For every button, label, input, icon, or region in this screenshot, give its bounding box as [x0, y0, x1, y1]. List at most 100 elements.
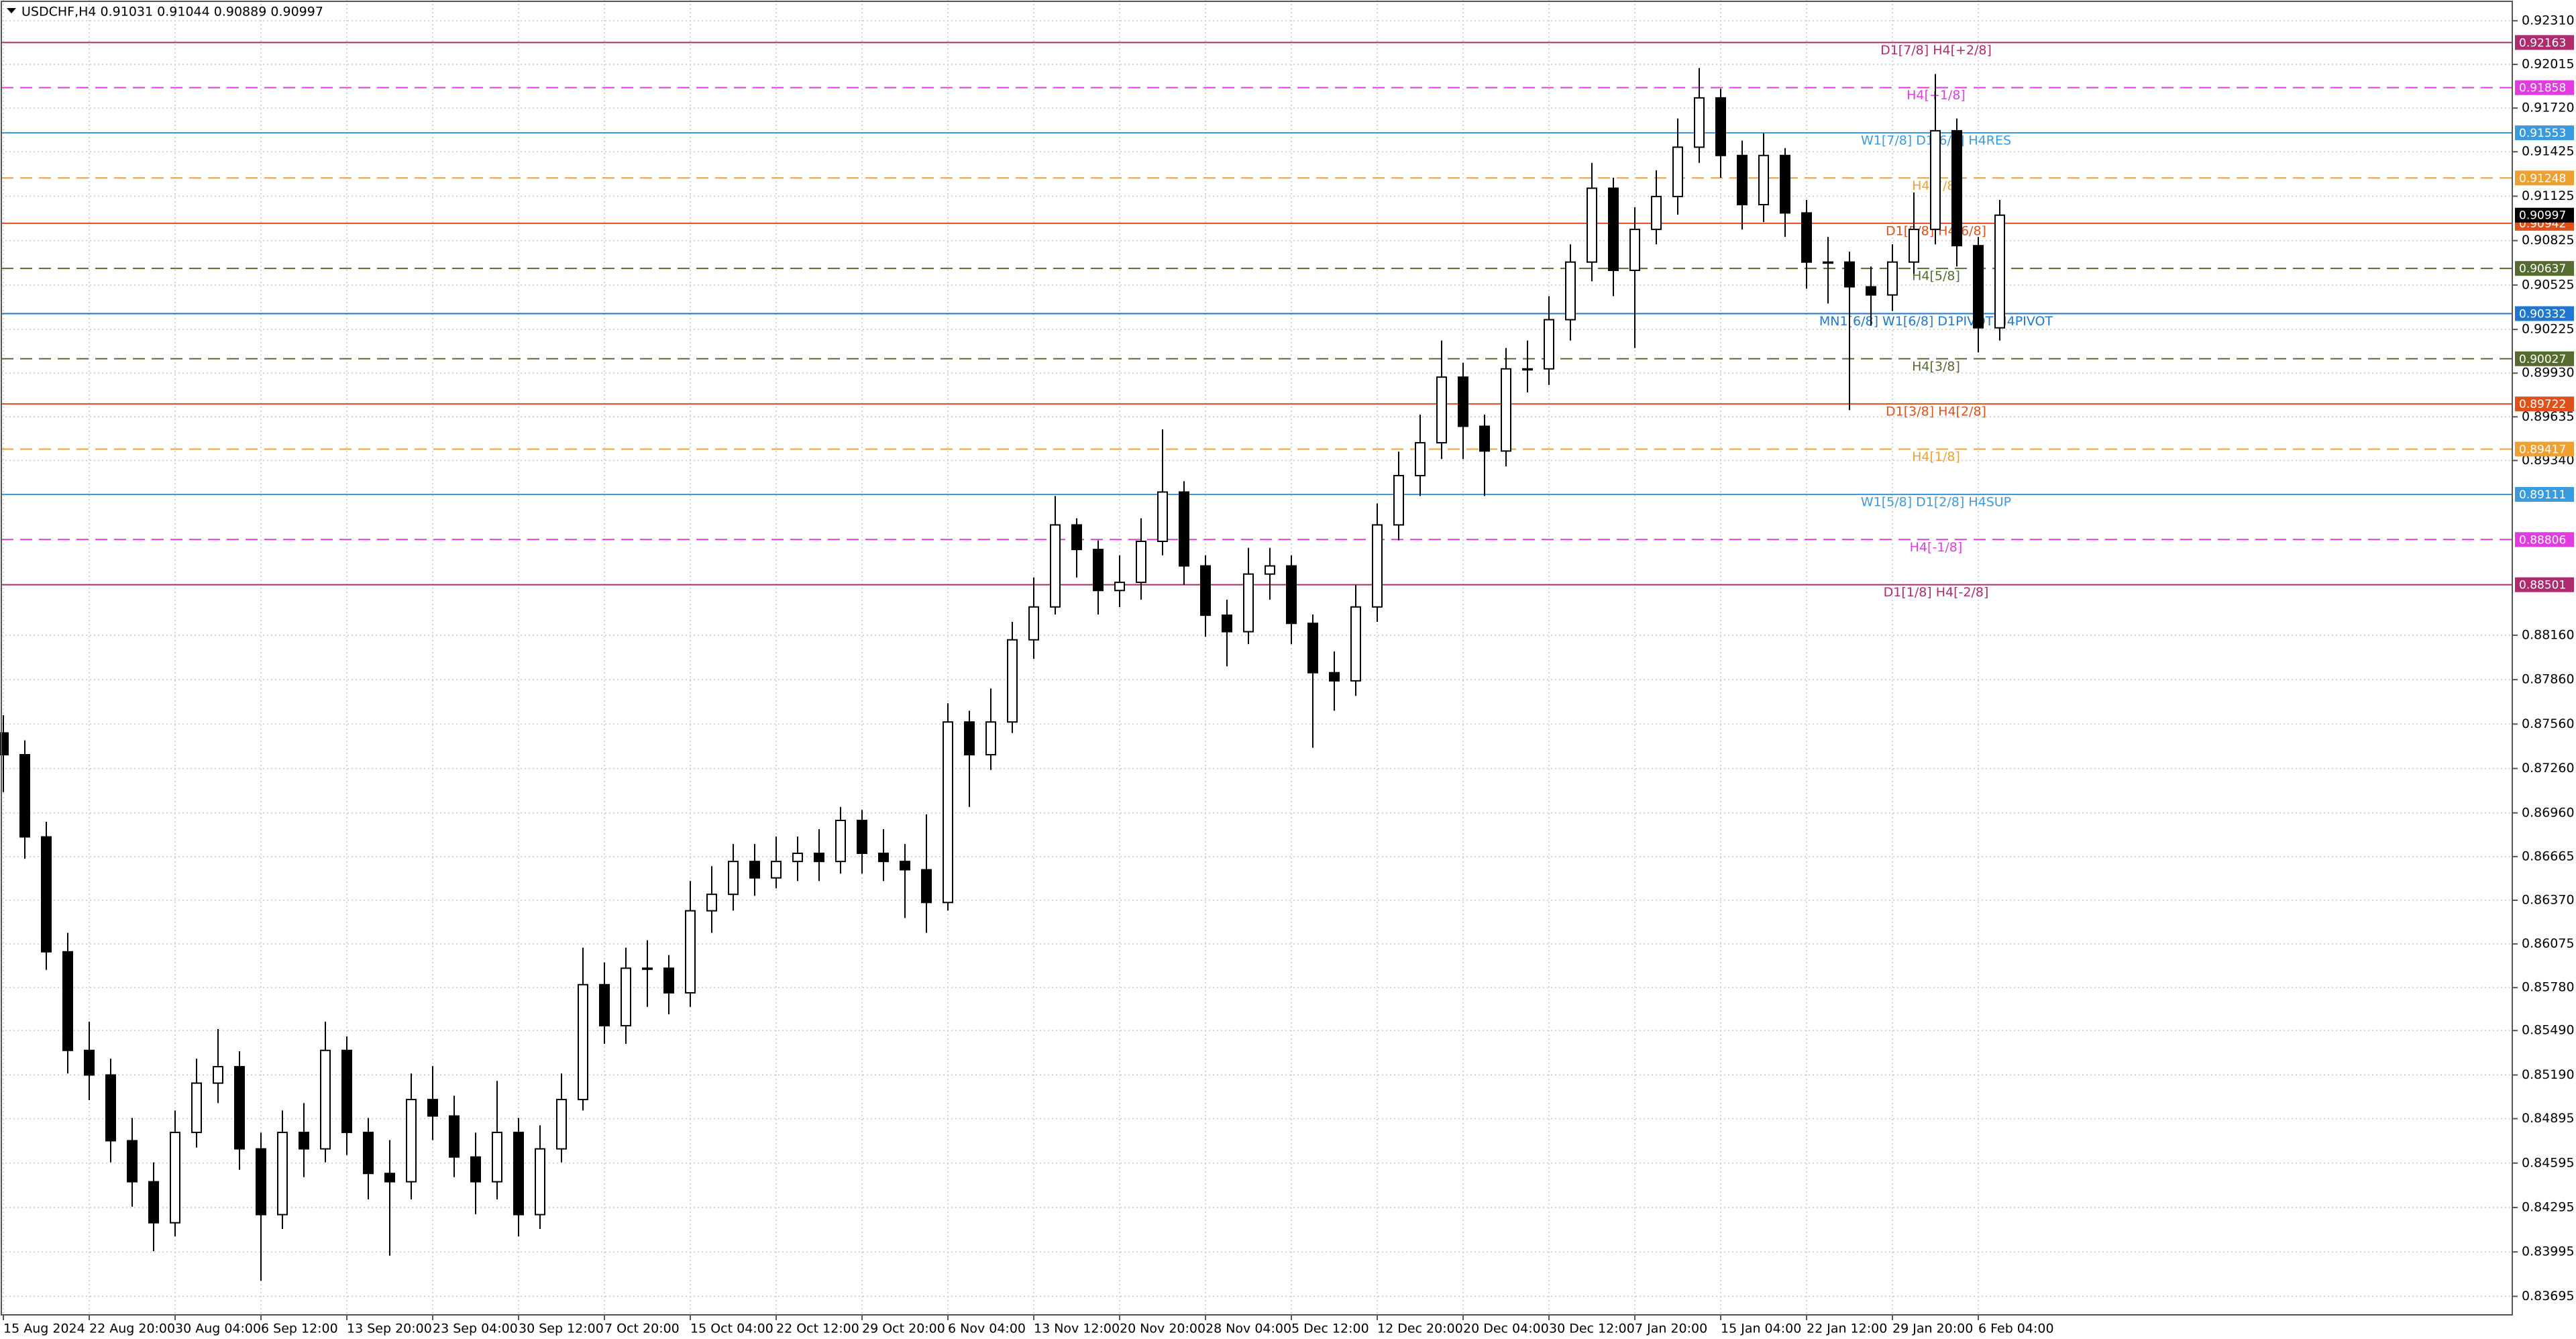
x-tick-label: 6 Sep 12:00 — [261, 1322, 338, 1336]
y-tick-label: 0.86960 — [2522, 805, 2575, 820]
candle-body — [535, 1148, 545, 1216]
x-tick-label: 15 Jan 04:00 — [1721, 1322, 1801, 1336]
candle-body — [363, 1132, 374, 1175]
y-tick-label: 0.83695 — [2522, 1289, 2575, 1303]
y-tick-label: 0.92310 — [2522, 13, 2575, 28]
candle-body — [943, 721, 953, 904]
candle-body — [921, 869, 932, 904]
candle-body — [1093, 549, 1104, 592]
candle-body — [1007, 639, 1018, 723]
candle-body — [1780, 154, 1790, 214]
x-tick-label: 28 Nov 04:00 — [1205, 1322, 1291, 1336]
candle-body — [234, 1066, 245, 1150]
x-tick-label: 7 Jan 20:00 — [1635, 1322, 1707, 1336]
y-tick-label: 0.84595 — [2522, 1155, 2575, 1170]
candle-body — [470, 1156, 481, 1183]
x-tick-label: 29 Jan 20:00 — [1892, 1322, 1973, 1336]
level-label: W1[5/8] D1[2/8] H4SUP — [1861, 494, 2011, 509]
x-tick-label: 5 Dec 12:00 — [1291, 1322, 1369, 1336]
price-box-label: 0.90637 — [2519, 262, 2566, 276]
candle-body — [1415, 441, 1426, 476]
candle-body — [1458, 376, 1468, 427]
price-box — [2515, 80, 2574, 95]
candle-body — [1651, 195, 1662, 230]
candle-body — [878, 853, 889, 863]
candle-body — [1737, 154, 1748, 206]
candle-body — [148, 1181, 159, 1224]
candle-body — [1715, 97, 1726, 156]
candle-body — [320, 1049, 331, 1150]
x-tick-label: 13 Nov 12:00 — [1034, 1322, 1120, 1336]
candle-body — [341, 1049, 352, 1134]
y-tick-label: 0.89635 — [2522, 409, 2575, 424]
y-tick-label: 0.83995 — [2522, 1244, 2575, 1259]
price-box-label: 0.89111 — [2519, 488, 2566, 502]
candle-body — [1994, 214, 2005, 329]
candle-body — [1372, 524, 1383, 608]
candle-body — [1909, 228, 1919, 263]
price-box — [2515, 532, 2574, 547]
candles — [0, 68, 2005, 1281]
candle-body — [599, 983, 610, 1026]
candle-body — [277, 1132, 288, 1216]
y-tick-label: 0.85780 — [2522, 980, 2575, 995]
y-tick-label: 0.92015 — [2522, 57, 2575, 72]
candle-body — [1157, 491, 1168, 542]
candle-body — [1436, 376, 1447, 443]
x-tick-label: 30 Aug 04:00 — [175, 1322, 261, 1336]
price-box — [2515, 35, 2574, 50]
candle-body — [1973, 245, 1984, 329]
candle-body — [1136, 540, 1146, 584]
x-tick-label: 22 Oct 12:00 — [776, 1322, 859, 1336]
candle-body — [1329, 672, 1340, 682]
level-label: H4[1/8] — [1912, 449, 1960, 464]
y-tick-label: 0.85490 — [2522, 1023, 2575, 1038]
candle-body — [964, 721, 975, 756]
price-box — [2515, 170, 2574, 186]
menu-arrow[interactable] — [7, 8, 16, 13]
price-box-label: 0.88501 — [2519, 579, 2566, 592]
candle-body — [1758, 154, 1769, 206]
y-tick-label: 0.91125 — [2522, 189, 2575, 203]
candle-body — [1672, 146, 1683, 197]
price-box — [2515, 441, 2574, 457]
last-price-box — [2515, 207, 2574, 223]
candle-body — [1694, 97, 1705, 148]
candle-body — [513, 1132, 524, 1216]
candle-body — [170, 1132, 180, 1224]
plot-frame — [1, 1, 2513, 1316]
candle-body — [556, 1099, 567, 1150]
y-tick-label: 0.85190 — [2522, 1067, 2575, 1082]
candle-body — [1951, 129, 1962, 247]
levels: D1[7/8] H4[+2/8]H4[+1/8]W1[7/8] D1[6/8] … — [1, 42, 2512, 600]
candle-body — [1050, 524, 1061, 608]
candle-body — [213, 1066, 223, 1084]
candle-body — [578, 983, 588, 1101]
x-tick-label: 22 Aug 20:00 — [89, 1322, 175, 1336]
price-box-label: 0.90332 — [2519, 307, 2566, 321]
level-label: D1[7/8] H4[+2/8] — [1880, 43, 1992, 58]
candle-body — [105, 1074, 116, 1142]
candle-body — [406, 1099, 417, 1183]
price-box-label: 0.92163 — [2519, 36, 2566, 50]
candle-body — [1479, 425, 1490, 452]
y-tick-label: 0.88160 — [2522, 627, 2575, 642]
level-label: H4[-1/8] — [1910, 540, 1963, 555]
candle-body — [1823, 261, 1833, 264]
price-box-label: 0.88806 — [2519, 533, 2566, 547]
candle-body — [1608, 187, 1619, 272]
price-box-label: 0.91248 — [2519, 172, 2566, 185]
candle-body — [835, 820, 846, 863]
candle-body — [384, 1173, 395, 1183]
x-tick-label: 15 Aug 2024 — [3, 1322, 85, 1336]
candle-body — [191, 1082, 202, 1134]
x-tick-label: 6 Feb 04:00 — [1978, 1322, 2054, 1336]
last-price-label: 0.90997 — [2519, 209, 2566, 223]
y-tick-label: 0.84295 — [2522, 1199, 2575, 1214]
y-tick-label: 0.86370 — [2522, 892, 2575, 907]
candle-body — [642, 967, 653, 970]
x-tick-label: 30 Dec 12:00 — [1549, 1322, 1635, 1336]
candle-body — [256, 1148, 266, 1216]
